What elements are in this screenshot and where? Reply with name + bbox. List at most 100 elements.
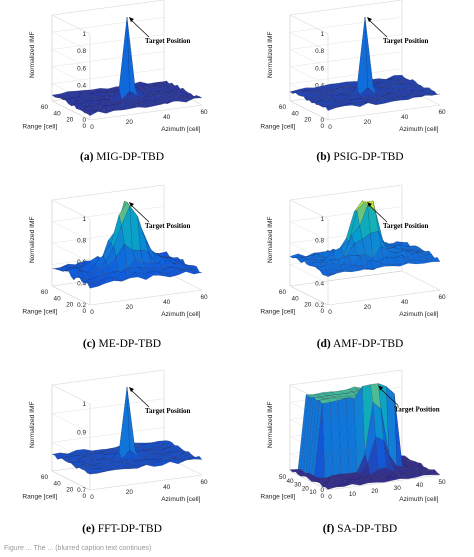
panel-caption-label: (e)	[82, 523, 95, 535]
y-axis-label: Range [cell]	[22, 124, 57, 131]
x-axis-label: Azimuth [cell]	[399, 126, 438, 133]
z-tick-label: 1	[82, 31, 86, 38]
annotation-target-position: Target Position	[383, 37, 429, 45]
panel-caption-d: (d) AMF-DP-TBD	[317, 338, 404, 350]
y-tick-label: 60	[279, 289, 287, 296]
y-tick-label: 0	[320, 308, 324, 315]
panel-caption-c: (c) ME-DP-TBD	[83, 338, 161, 350]
y-tick-label: 60	[41, 474, 49, 481]
panel-caption-label: (b)	[316, 151, 330, 163]
y-tick-label: 0	[82, 308, 86, 315]
y-tick-label: 20	[302, 485, 310, 492]
x-tick-label: 0	[90, 124, 94, 131]
y-tick-label: 40	[54, 110, 62, 117]
z-tick-label: 0.8	[315, 48, 324, 55]
y-tick-label: 50	[279, 474, 287, 481]
y-tick-label: 0	[82, 123, 86, 130]
x-tick-label: 60	[200, 109, 208, 116]
x-tick-label: 10	[349, 491, 357, 498]
annotation-target-position: Target Position	[145, 222, 191, 230]
x-axis-label: Azimuth [cell]	[161, 311, 200, 318]
z-tick-label: 0.8	[77, 48, 86, 55]
panel-caption-a: (a) MIG-DP-TBD	[80, 151, 164, 163]
panel-caption-name: SA-DP-TBD	[334, 523, 397, 535]
z-tick-label: 0.4	[77, 83, 86, 90]
annotation-target-position: Target Position	[394, 406, 440, 414]
panel-caption-label: (d)	[317, 338, 331, 350]
y-axis-label: Range [cell]	[22, 309, 57, 316]
panel-caption-name: PSIG-DP-TBD	[330, 151, 403, 163]
panel-caption-name: ME-DP-TBD	[96, 338, 162, 350]
y-tick-label: 20	[66, 487, 74, 494]
y-tick-label: 20	[66, 302, 74, 309]
y-tick-label: 20	[66, 117, 74, 124]
x-tick-label: 20	[364, 119, 372, 126]
x-tick-label: 40	[401, 114, 409, 121]
y-tick-label: 60	[41, 289, 49, 296]
x-tick-label: 0	[328, 309, 332, 316]
y-tick-label: 40	[286, 478, 294, 485]
y-tick-label: 0	[320, 123, 324, 130]
panel-caption-name: AMF-DP-TBD	[331, 338, 404, 350]
x-tick-label: 20	[371, 488, 379, 495]
x-tick-label: 60	[438, 109, 446, 116]
panel-caption-name: MIG-DP-TBD	[93, 151, 164, 163]
z-tick-label: 1	[320, 31, 324, 38]
z-tick-label: 1	[82, 216, 86, 223]
y-axis-label: Range [cell]	[260, 494, 295, 501]
panel-caption-e: (e) FFT-DP-TBD	[82, 523, 162, 535]
z-axis-label: Normalized IMF	[267, 31, 274, 78]
x-tick-label: 50	[438, 479, 446, 486]
y-tick-label: 60	[41, 104, 49, 111]
y-tick-label: 60	[279, 104, 287, 111]
y-tick-label: 20	[304, 302, 312, 309]
x-tick-label: 60	[438, 294, 446, 301]
x-tick-label: 40	[163, 299, 171, 306]
z-tick-label: 0.8	[77, 238, 86, 245]
figure-footer: Figure ... The ... (blurred caption text…	[4, 545, 151, 552]
y-tick-label: 20	[304, 117, 312, 124]
y-tick-label: 40	[54, 295, 62, 302]
annotation-target-position: Target Position	[145, 37, 191, 45]
panel-f: 00.20.40.60.810102030405001020304050Azim…	[260, 370, 446, 535]
y-axis-label: Range [cell]	[260, 309, 295, 316]
y-tick-label: 40	[292, 295, 300, 302]
panel-caption-f: (f) SA-DP-TBD	[323, 523, 397, 535]
annotation-target-position: Target Position	[383, 222, 429, 230]
panel-caption-b: (b) PSIG-DP-TBD	[316, 151, 403, 163]
x-axis-label: Azimuth [cell]	[399, 311, 438, 318]
z-axis-label: Normalized IMF	[29, 216, 36, 263]
y-tick-label: 40	[292, 110, 300, 117]
annotation-target-position: Target Position	[145, 407, 191, 415]
y-tick-label: 0	[82, 493, 86, 500]
z-tick-label: 0.6	[77, 65, 86, 72]
x-tick-label: 40	[163, 484, 171, 491]
x-tick-label: 20	[126, 489, 134, 496]
y-tick-label: 40	[54, 480, 62, 487]
x-tick-label: 30	[394, 485, 402, 492]
x-tick-label: 40	[401, 299, 409, 306]
z-tick-label: 0.8	[315, 238, 324, 245]
panel-caption-name: FFT-DP-TBD	[95, 523, 162, 535]
x-tick-label: 0	[90, 309, 94, 316]
x-axis-label: Azimuth [cell]	[399, 496, 438, 503]
z-tick-label: 1	[320, 216, 324, 223]
z-tick-label: 0.6	[315, 65, 324, 72]
y-axis-label: Range [cell]	[22, 494, 57, 501]
panel-caption-label: (c)	[83, 338, 96, 350]
y-tick-label: 0	[320, 493, 324, 500]
x-tick-label: 20	[126, 119, 134, 126]
panel-caption-label: (f)	[323, 523, 335, 535]
y-axis-label: Range [cell]	[260, 124, 295, 131]
z-tick-label: 1	[82, 401, 86, 408]
y-tick-label: 10	[309, 489, 317, 496]
x-tick-label: 40	[163, 114, 171, 121]
x-tick-label: 20	[126, 304, 134, 311]
panel-caption-label: (a)	[80, 151, 94, 163]
